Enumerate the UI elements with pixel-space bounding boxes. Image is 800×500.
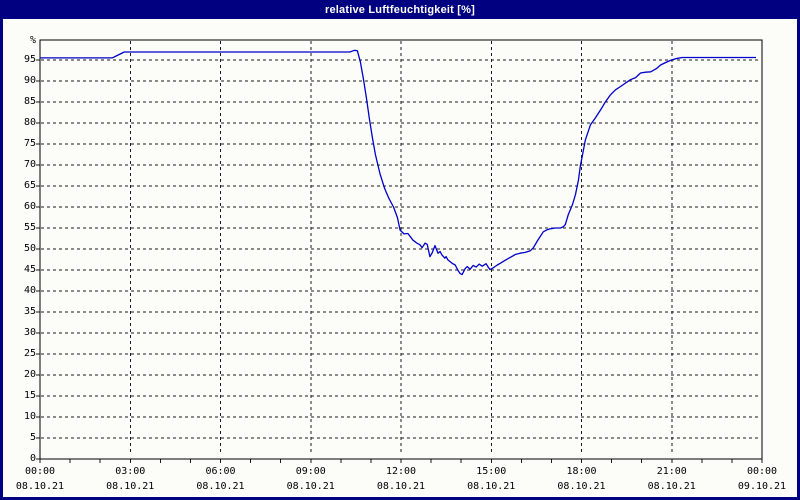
x-tick-date-label: 08.10.21 [196,481,245,492]
y-tick-label: 70 [23,159,36,170]
y-tick-label: 80 [23,117,36,128]
x-tick-time-label: 21:00 [656,466,687,477]
y-tick-label: 10 [23,411,36,422]
y-tick-label: 25 [23,348,36,359]
chart-area: % 0 5 10 15 20 25 30 35 40 45 50 55 60 65 70 75 80 85 90 95… [3,19,797,497]
y-tick-label: 20 [23,369,36,380]
plot-frame [39,39,763,460]
x-tick-date-label: 08.10.21 [557,481,606,492]
plot-svg [36,39,763,463]
y-tick-label: 0 [29,453,36,464]
x-tick-date-label: 08.10.21 [106,481,155,492]
y-tick-label: 60 [23,201,36,212]
x-tick-time-label: 12:00 [385,466,417,477]
y-tick-label: 50 [23,243,36,254]
y-tick-label: 15 [23,390,36,401]
x-tick-time-label: 09:00 [295,466,326,477]
y-tick-label: 40 [23,285,36,296]
humidity-line [40,49,756,276]
y-tick-label: 65 [23,180,36,191]
y-tick-label: 55 [23,222,36,233]
x-tick-date-label: 08.10.21 [15,481,65,492]
y-tick-label: 30 [23,327,36,338]
y-tick-label: 45 [23,264,36,275]
chart-title: relative Luftfeuchtigkeit [%] [324,3,476,16]
x-tick-time-label: 15:00 [476,466,507,477]
x-tick-date-label: 08.10.21 [467,481,516,492]
y-tick-label: 85 [23,96,36,107]
y-tick-label: 95 [23,54,36,65]
x-tick-date-label: 08.10.21 [376,481,426,492]
x-tick-time-label: 00:00 [24,466,56,477]
y-axis-unit-label: % [29,35,36,46]
x-tick-date-label: 08.10.21 [647,481,696,492]
title-bar: relative Luftfeuchtigkeit [%] [0,0,800,19]
x-tick-date-label: 09.10.21 [737,481,787,492]
x-tick-time-label: 03:00 [115,466,146,477]
y-tick-label: 5 [29,432,36,443]
y-tick-label: 35 [23,306,36,317]
x-tick-date-label: 08.10.21 [286,481,335,492]
x-tick-time-label: 18:00 [566,466,597,477]
y-tick-label: 90 [23,75,36,86]
x-tick-time-label: 00:00 [746,466,778,477]
x-tick-time-label: 06:00 [205,466,236,477]
y-tick-label: 75 [23,138,36,149]
